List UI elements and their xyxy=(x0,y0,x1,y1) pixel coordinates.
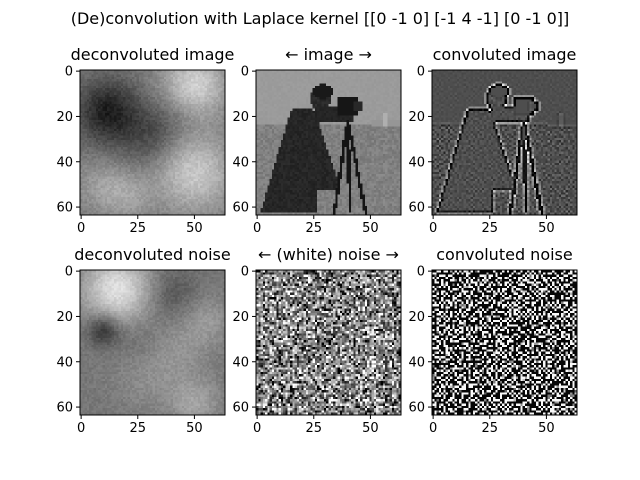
panel-title: convoluted noise xyxy=(436,245,572,264)
x-tick-label: 50 xyxy=(538,421,555,436)
panel-title: convoluted image xyxy=(433,45,577,64)
panel-title: ← (white) noise → xyxy=(258,245,399,264)
y-tick-label: 0 xyxy=(241,265,249,280)
axes-frame xyxy=(431,69,578,216)
x-tick-label: 0 xyxy=(253,421,261,436)
y-tick-label: 0 xyxy=(65,265,73,280)
axes-frame xyxy=(79,269,226,416)
y-tick-label: 0 xyxy=(417,65,425,80)
heatmap-image xyxy=(432,70,577,215)
y-tick-label: 40 xyxy=(408,155,425,170)
panel-3: convoluted image 0 25 50 0 20 40 60 xyxy=(408,45,578,236)
heatmap-image xyxy=(256,270,401,415)
x-tick-label: 25 xyxy=(306,221,323,236)
y-tick-label: 20 xyxy=(408,110,425,125)
y-tick-label: 40 xyxy=(56,355,73,370)
x-tick-label: 25 xyxy=(482,421,499,436)
y-tick-label: 40 xyxy=(232,155,249,170)
panel-6: convoluted noise 0 25 50 0 20 40 60 xyxy=(408,245,578,436)
y-tick-label: 20 xyxy=(232,110,249,125)
x-tick-label: 50 xyxy=(186,221,203,236)
x-tick-label: 50 xyxy=(362,421,379,436)
panel-title: deconvoluted noise xyxy=(74,245,230,264)
y-tick-label: 0 xyxy=(241,65,249,80)
y-tick-label: 20 xyxy=(232,310,249,325)
x-tick-label: 0 xyxy=(429,221,437,236)
y-tick-label: 0 xyxy=(65,65,73,80)
x-tick-label: 0 xyxy=(253,221,261,236)
x-tick-label: 25 xyxy=(130,221,147,236)
x-tick-label: 25 xyxy=(482,221,499,236)
y-tick-label: 60 xyxy=(408,201,425,216)
y-tick-label: 0 xyxy=(417,265,425,280)
y-tick-label: 60 xyxy=(408,401,425,416)
panel-title: ← image → xyxy=(285,45,372,64)
heatmap-image xyxy=(432,270,577,415)
y-tick-label: 60 xyxy=(56,401,73,416)
x-tick-label: 50 xyxy=(186,421,203,436)
x-tick-label: 50 xyxy=(538,221,555,236)
x-tick-label: 0 xyxy=(77,421,85,436)
axes-frame xyxy=(79,69,226,216)
y-tick-label: 60 xyxy=(56,201,73,216)
y-tick-label: 40 xyxy=(408,355,425,370)
x-tick-label: 25 xyxy=(306,421,323,436)
panel-5: ← (white) noise → 0 25 50 0 20 40 60 xyxy=(232,245,402,436)
panel-title: deconvoluted image xyxy=(71,45,235,64)
panel-2: ← image → 0 25 50 0 20 40 60 xyxy=(232,45,402,236)
x-tick-label: 0 xyxy=(429,421,437,436)
y-tick-label: 20 xyxy=(56,310,73,325)
heatmap-image xyxy=(80,70,225,215)
y-tick-label: 40 xyxy=(232,355,249,370)
y-tick-label: 40 xyxy=(56,155,73,170)
figure-suptitle: (De)convolution with Laplace kernel [[0 … xyxy=(71,9,570,28)
y-tick-label: 20 xyxy=(56,110,73,125)
x-tick-label: 50 xyxy=(362,221,379,236)
x-tick-label: 0 xyxy=(77,221,85,236)
heatmap-image xyxy=(256,70,401,215)
axes-frame xyxy=(431,269,578,416)
y-tick-label: 20 xyxy=(408,310,425,325)
heatmap-image xyxy=(80,270,225,415)
axes-frame xyxy=(255,269,402,416)
axes-frame xyxy=(255,69,402,216)
x-tick-label: 25 xyxy=(130,421,147,436)
y-tick-label: 60 xyxy=(232,201,249,216)
y-tick-label: 60 xyxy=(232,401,249,416)
